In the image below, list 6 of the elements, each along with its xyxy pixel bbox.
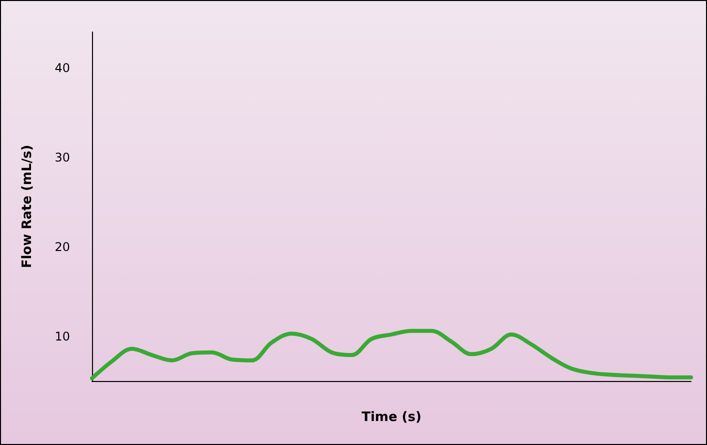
y-tick-label: 30 [54, 150, 70, 164]
y-tick-label: 40 [54, 60, 70, 75]
y-axis-title: Flow Rate (mL/s) [20, 144, 35, 268]
y-tick-label: 10 [54, 329, 70, 344]
y-tick-label: 20 [54, 240, 70, 254]
x-axis-title: Time (s) [362, 410, 422, 425]
